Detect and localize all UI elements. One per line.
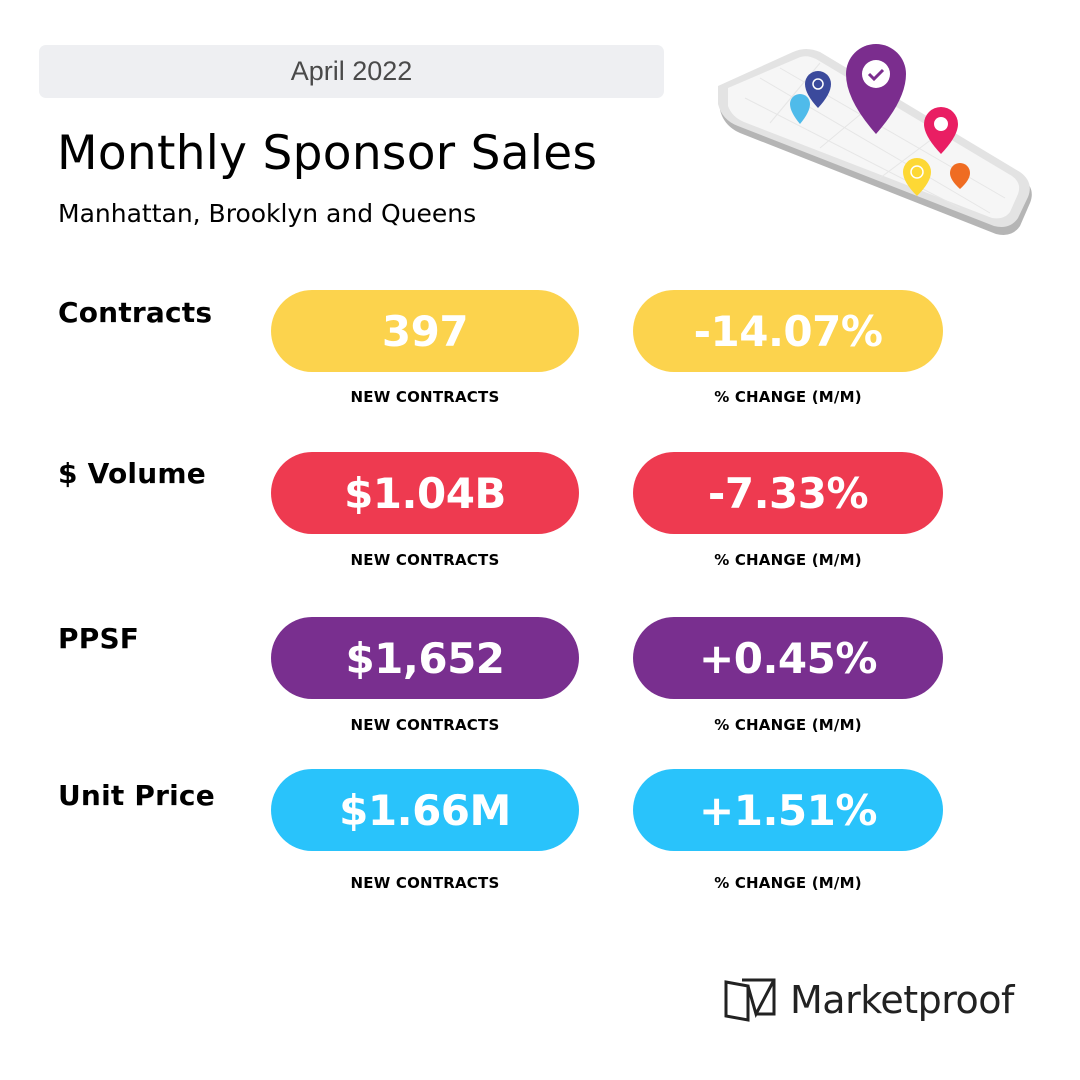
- metric-change-caption: % CHANGE (M/M): [714, 388, 862, 406]
- marketproof-logo-icon: [724, 978, 776, 1022]
- map-pin-verified-icon: [846, 44, 906, 134]
- metric-value-caption: NEW CONTRACTS: [350, 874, 500, 892]
- metric-change-pill: +1.51%: [633, 769, 943, 851]
- metric-value-pill: $1,652: [271, 617, 579, 699]
- page-subtitle: Manhattan, Brooklyn and Queens: [58, 199, 477, 228]
- brand-name: Marketproof: [790, 978, 1014, 1022]
- metric-change-caption: % CHANGE (M/M): [714, 551, 862, 569]
- metric-value-pill: $1.04B: [271, 452, 579, 534]
- map-pin-pink-icon: [924, 107, 958, 154]
- page-title: Monthly Sponsor Sales: [57, 126, 598, 181]
- date-banner: April 2022: [39, 45, 664, 98]
- metric-value-pill: 397: [271, 290, 579, 372]
- metric-label: $ Volume: [58, 457, 206, 490]
- metric-label: PPSF: [58, 622, 140, 655]
- phone-map-pins-icon: [718, 44, 1032, 235]
- metric-change-pill: -7.33%: [633, 452, 943, 534]
- report-date: April 2022: [290, 56, 413, 86]
- map-pin-light-blue-icon: [790, 94, 810, 124]
- metric-label: Contracts: [58, 296, 213, 329]
- metric-change-caption: % CHANGE (M/M): [714, 716, 862, 734]
- metric-change-pill: -14.07%: [633, 290, 943, 372]
- metric-value-caption: NEW CONTRACTS: [350, 551, 500, 569]
- metric-value-caption: NEW CONTRACTS: [350, 388, 500, 406]
- map-pin-orange-icon: [950, 163, 970, 189]
- brand-logo: Marketproof: [722, 976, 1014, 1024]
- metric-label: Unit Price: [58, 779, 215, 812]
- metric-change-caption: % CHANGE (M/M): [714, 874, 862, 892]
- metric-value-caption: NEW CONTRACTS: [350, 716, 500, 734]
- map-pin-navy-icon: [805, 71, 831, 108]
- map-pin-yellow-icon: [903, 157, 931, 196]
- metric-change-pill: +0.45%: [633, 617, 943, 699]
- metric-value-pill: $1.66M: [271, 769, 579, 851]
